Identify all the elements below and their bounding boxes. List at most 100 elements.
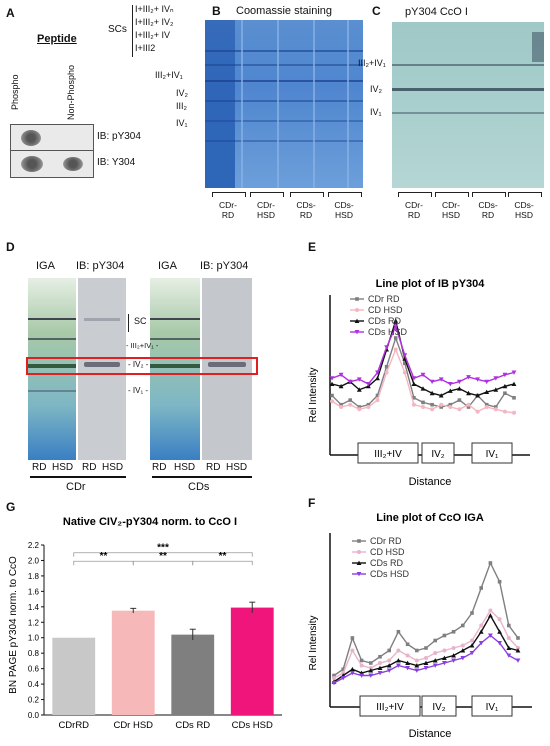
data-point [506, 645, 512, 650]
legend-entry: CD HSD [370, 547, 405, 557]
region-box [471, 442, 513, 464]
significance-bracket [192, 560, 253, 566]
panel-c-title: pY304 CcO I [405, 6, 468, 18]
data-point [366, 405, 371, 409]
data-point [433, 638, 437, 643]
legend-entry: CDr RD [368, 294, 400, 304]
data-point [466, 390, 471, 396]
legend-marker [355, 308, 359, 312]
data-point [488, 561, 493, 565]
data-point [475, 377, 480, 382]
lane-label-c-3: CDs- RD [478, 200, 498, 220]
data-point [502, 372, 508, 378]
data-point [460, 648, 466, 653]
header-ib-1: IB: pY304 [76, 260, 125, 272]
significance-label: ** [219, 551, 227, 562]
data-point [448, 402, 453, 407]
data-point [405, 642, 410, 647]
data-point [396, 663, 401, 668]
y-tick-label: 1.4 [28, 603, 40, 612]
data-point [493, 376, 499, 381]
region-label: IV₂ [432, 702, 445, 713]
data-point [405, 660, 410, 665]
region-box [421, 695, 457, 717]
legend-entry: CDs HSD [368, 327, 408, 337]
data-point [375, 398, 380, 403]
data-point [423, 666, 429, 671]
data-point [424, 656, 428, 660]
data-point [502, 409, 507, 414]
data-point [330, 393, 334, 398]
data-point [430, 407, 435, 412]
data-point [332, 676, 336, 680]
data-point [451, 629, 456, 634]
data-point [393, 324, 399, 329]
region-label: IV₂ [431, 449, 444, 460]
data-point [502, 383, 508, 389]
y-tick-label: 1.8 [28, 572, 40, 581]
data-point [516, 636, 520, 640]
significance-label: ** [159, 551, 167, 562]
bar-1 [111, 610, 155, 715]
lane-bracket [250, 192, 284, 197]
y-tick-label: 0.8 [28, 649, 40, 658]
data-point [430, 402, 434, 407]
lane-bracket [398, 192, 432, 197]
data-point [366, 402, 371, 407]
y-tick-label: 2.0 [28, 556, 40, 565]
bar-0 [52, 637, 96, 715]
data-point [414, 668, 420, 673]
lane-label-b-3: CDs- RD [296, 200, 316, 220]
data-point [438, 393, 444, 398]
data-point [497, 617, 502, 622]
legend-marker [357, 539, 361, 543]
band-label-b-1: III₂+IV₁ [155, 70, 183, 80]
mid-label-sc: SC [134, 316, 147, 326]
data-point [369, 661, 373, 665]
data-point [386, 663, 392, 668]
data-point [507, 623, 511, 628]
data-point [357, 405, 362, 409]
data-point [420, 386, 426, 391]
data-point [396, 648, 401, 653]
data-point [387, 658, 392, 663]
lane-bracket [508, 192, 542, 197]
data-point [479, 623, 484, 628]
data-point [421, 400, 425, 405]
data-point [329, 376, 335, 381]
data-point [411, 376, 417, 381]
data-point [506, 653, 512, 658]
data-point [457, 386, 462, 391]
data-point [469, 651, 475, 656]
data-point [488, 608, 493, 613]
line-chart-f: Line plot of CcO IGA Distance Rel Intens… [308, 512, 532, 740]
data-point [515, 648, 521, 653]
data-point [350, 648, 355, 653]
data-point [377, 665, 383, 670]
mid-label-iv1: - IV₁ - [128, 386, 149, 395]
data-point [377, 671, 383, 676]
header-iga-2: IGA [158, 260, 177, 272]
data-point [478, 629, 484, 634]
data-point [403, 361, 407, 366]
data-point [457, 398, 462, 402]
lane-bracket [472, 192, 506, 197]
data-point [405, 666, 410, 671]
data-point [357, 407, 362, 412]
legend-marker [354, 318, 360, 323]
chart-f-title: Line plot of CcO IGA [376, 512, 484, 524]
data-point [506, 636, 511, 640]
data-point [469, 643, 475, 648]
data-point [484, 405, 489, 409]
data-point [470, 638, 474, 643]
data-point [511, 370, 517, 375]
data-point [420, 372, 426, 378]
lane-label-b-4: CDs- HSD [334, 200, 354, 220]
chart-g-ylabel: BN PAGE pY304 norm. to CcO [8, 556, 19, 694]
blot-label-y304: IB: Y304 [97, 157, 136, 168]
y-tick-label: 1.2 [28, 618, 40, 627]
data-point [442, 648, 447, 653]
region-box [359, 695, 421, 717]
y-tick-label: 0.0 [28, 711, 40, 720]
region-box [421, 442, 455, 464]
